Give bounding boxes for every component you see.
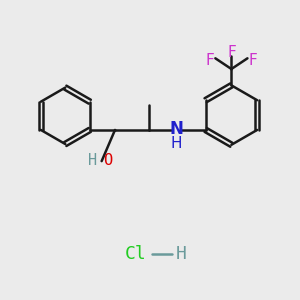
Text: F: F (227, 45, 236, 60)
Text: O: O (103, 153, 113, 168)
Text: Cl: Cl (124, 245, 146, 263)
Text: H: H (88, 153, 97, 168)
Text: F: F (206, 53, 214, 68)
Text: H: H (176, 245, 187, 263)
Text: H: H (170, 136, 182, 151)
Text: N: N (169, 120, 183, 138)
Text: F: F (248, 53, 257, 68)
